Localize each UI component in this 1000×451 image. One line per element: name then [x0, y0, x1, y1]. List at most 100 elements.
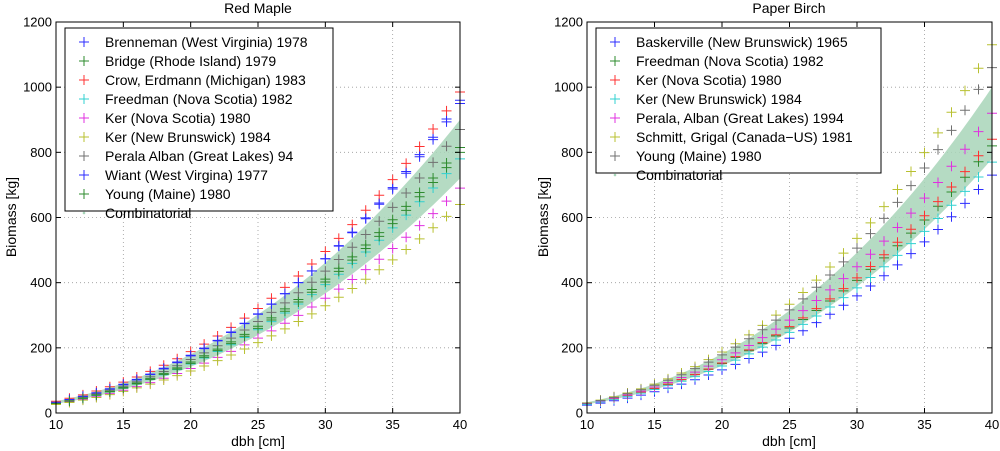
data-point: [387, 174, 398, 185]
data-point: [199, 352, 210, 363]
data-point: [266, 330, 277, 341]
y-axis-label: Biomass [kg]: [3, 177, 19, 257]
data-point: [428, 177, 439, 188]
legend-label: Combinatorial: [636, 167, 722, 183]
data-point: [441, 196, 452, 207]
legend-marker: [610, 56, 620, 66]
legend-marker: [79, 170, 89, 180]
y-tick-label: 1200: [554, 15, 583, 30]
data-point: [239, 318, 250, 329]
legend-label: Freedman (Nova Scotia) 1982: [105, 91, 293, 107]
data-point: [374, 199, 385, 210]
data-point: [239, 343, 250, 354]
x-tick-label: 40: [453, 417, 467, 432]
data-point: [757, 324, 768, 335]
y-tick-label: 600: [561, 210, 583, 225]
data-point: [199, 360, 210, 371]
legend-marker: [82, 211, 86, 215]
data-point: [852, 233, 862, 244]
data-point: [441, 105, 452, 116]
data-point: [649, 380, 660, 391]
data-point: [703, 357, 714, 368]
legend: Baskerville (New Brunswick) 1965 Freedman…: [595, 27, 882, 183]
data-point: [838, 273, 849, 284]
data-point: [401, 232, 412, 243]
data-point: [757, 342, 768, 353]
data-point: [784, 315, 795, 326]
data-point: [64, 396, 75, 407]
x-tick-label: 35: [917, 417, 931, 432]
legend-label: Bridge (Rhode Island) 1979: [105, 53, 276, 69]
data-point: [946, 125, 957, 136]
data-point: [879, 236, 889, 247]
data-point: [771, 315, 781, 326]
data-point: [306, 308, 317, 319]
data-point: [892, 222, 903, 233]
data-point: [414, 172, 425, 183]
data-point: [226, 349, 237, 360]
data-point: [347, 255, 358, 266]
data-point: [933, 196, 943, 207]
data-point: [825, 269, 835, 280]
data-point: [401, 205, 412, 216]
data-point: [347, 227, 358, 238]
data-point: [973, 84, 984, 95]
data-point: [360, 243, 371, 254]
data-point: [414, 151, 425, 162]
data-point: [865, 249, 876, 260]
data-point: [892, 184, 903, 195]
y-tick-label: 1200: [23, 15, 52, 30]
x-axis-label: dbh [cm]: [762, 433, 816, 449]
data-point: [253, 323, 263, 334]
data-point: [676, 369, 687, 380]
chart-title: Paper Birch: [752, 0, 825, 16]
data-point: [347, 283, 358, 294]
x-tick-label: 35: [385, 417, 399, 432]
x-tick-label: 20: [715, 417, 729, 432]
legend-marker: [610, 132, 620, 142]
y-tick-label: 400: [30, 275, 52, 290]
legend-box: [64, 27, 334, 212]
data-point: [865, 217, 876, 228]
data-point: [333, 292, 344, 303]
x-tick-label: 40: [985, 417, 999, 432]
x-tick-label: 15: [647, 417, 661, 432]
data-point: [663, 375, 673, 386]
data-point: [347, 274, 358, 285]
x-tick-label: 30: [318, 417, 332, 432]
data-point: [360, 213, 371, 224]
data-point: [933, 177, 943, 188]
x-tick-label: 10: [49, 417, 63, 432]
data-point: [960, 85, 970, 96]
data-point: [892, 237, 903, 248]
x-tick-label: 30: [850, 417, 864, 432]
data-point: [279, 288, 290, 299]
data-point: [387, 243, 398, 254]
data-point: [104, 386, 115, 397]
data-point: [428, 134, 439, 145]
data-point: [306, 266, 317, 277]
data-point: [387, 254, 398, 265]
data-point: [320, 300, 331, 311]
data-point: [239, 331, 250, 342]
data-point: [293, 277, 304, 288]
legend-label: Ker (New Brunswick) 1984: [636, 91, 802, 107]
data-point: [825, 284, 835, 295]
data-point: [892, 250, 903, 261]
data-point: [906, 238, 916, 249]
data-point: [441, 116, 452, 127]
data-point: [279, 306, 290, 317]
data-point: [946, 211, 957, 222]
legend-label: Perala, Alban (Great Lakes) 1994: [636, 110, 844, 126]
y-tick-label: 600: [30, 210, 52, 225]
data-point: [172, 364, 183, 375]
data-point: [771, 324, 781, 335]
data-point: [838, 283, 849, 294]
data-point: [730, 342, 741, 353]
legend-marker: [79, 132, 89, 142]
data-point: [212, 355, 223, 366]
data-point: [306, 287, 317, 298]
legend-marker: [79, 37, 89, 47]
